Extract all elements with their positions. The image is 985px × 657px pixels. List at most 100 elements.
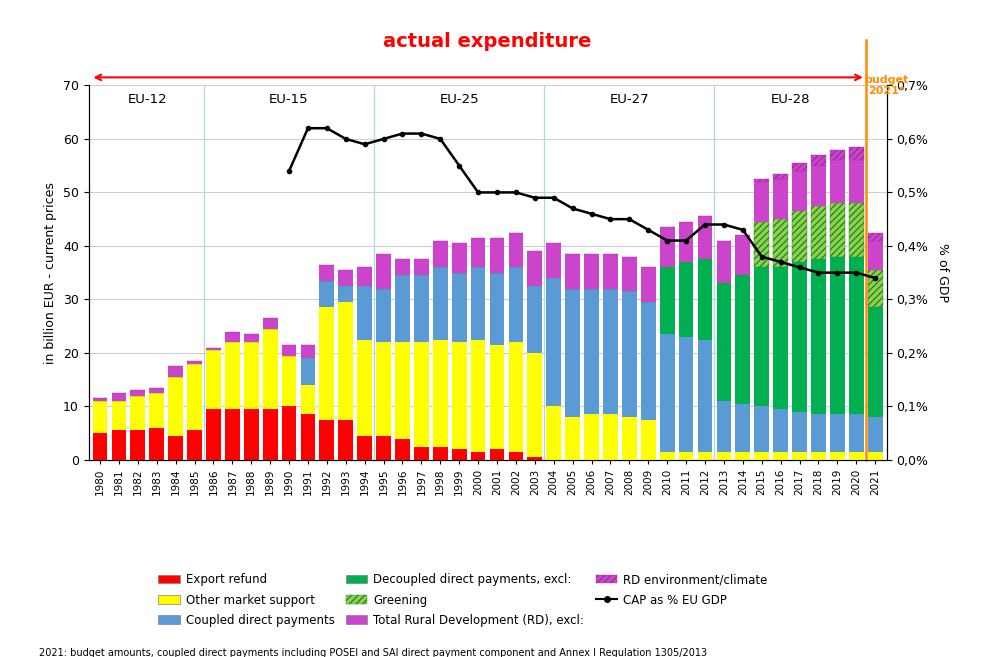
Bar [433,340,447,447]
Bar [811,415,825,452]
Bar [736,452,751,460]
Bar [773,173,788,179]
Title: actual expenditure: actual expenditure [383,32,592,51]
Bar [508,452,523,460]
Bar [452,342,467,449]
Bar [206,348,221,350]
Bar [244,334,259,342]
Bar [187,430,202,460]
Bar [868,240,883,270]
Bar [716,452,731,460]
Bar [263,318,278,329]
Bar [452,273,467,342]
Bar [111,401,126,430]
Bar [244,342,259,409]
Bar [319,265,334,281]
Bar [679,337,693,452]
Bar [93,398,107,401]
Bar [111,393,126,401]
Bar [244,409,259,460]
Bar [755,407,769,452]
Bar [130,430,145,460]
Bar [868,452,883,460]
Bar [773,219,788,267]
Bar [358,340,372,436]
Bar [358,436,372,460]
Bar [395,275,410,342]
Bar [868,233,883,240]
Bar [736,403,751,452]
Bar [603,254,618,288]
Bar [376,342,391,436]
Bar [206,350,221,409]
Bar [300,385,315,415]
Bar [508,233,523,267]
Bar [376,254,391,288]
Bar [755,179,769,182]
Bar [679,222,693,262]
Bar [528,286,542,353]
Bar [187,361,202,363]
Bar [830,257,845,415]
Bar [225,342,239,409]
Bar [622,292,636,417]
Bar [716,401,731,452]
Bar [641,420,656,460]
Bar [792,163,807,171]
Bar [565,288,580,417]
Bar [452,243,467,273]
Bar [811,206,825,260]
Bar [811,260,825,415]
Bar [773,267,788,409]
Bar [358,286,372,340]
Bar [811,155,825,166]
Bar [490,449,504,460]
Bar [263,409,278,460]
Text: EU-27: EU-27 [610,93,649,106]
Legend: Export refund, Other market support, Coupled direct payments, Decoupled direct p: Export refund, Other market support, Cou… [154,569,772,631]
Bar [641,267,656,302]
Text: EU-15: EU-15 [269,93,309,106]
Bar [660,452,675,460]
Bar [849,257,864,415]
Bar [528,251,542,286]
Bar [849,160,864,203]
Bar [792,262,807,412]
Bar [792,452,807,460]
Bar [471,340,486,452]
Bar [490,345,504,449]
Bar [868,417,883,452]
Bar [395,260,410,275]
Bar [584,415,599,460]
Bar [150,388,164,393]
Bar [660,267,675,334]
Bar [376,436,391,460]
Bar [697,260,712,340]
Bar [150,393,164,428]
Bar [319,420,334,460]
Bar [811,452,825,460]
Bar [830,452,845,460]
Bar [697,452,712,460]
Bar [641,302,656,420]
Bar [414,260,428,275]
Bar [697,340,712,452]
Bar [830,203,845,257]
Bar [471,267,486,340]
Bar [565,254,580,288]
Bar [395,438,410,460]
Bar [792,211,807,262]
Bar [130,390,145,396]
Bar [755,222,769,267]
Bar [508,267,523,342]
Y-axis label: in billion EUR - current prices: in billion EUR - current prices [44,182,57,363]
Bar [660,334,675,452]
Bar [679,452,693,460]
Bar [849,415,864,452]
Bar [736,275,751,403]
Bar [584,254,599,288]
Bar [849,452,864,460]
Bar [93,433,107,460]
Bar [792,412,807,452]
Bar [547,278,561,407]
